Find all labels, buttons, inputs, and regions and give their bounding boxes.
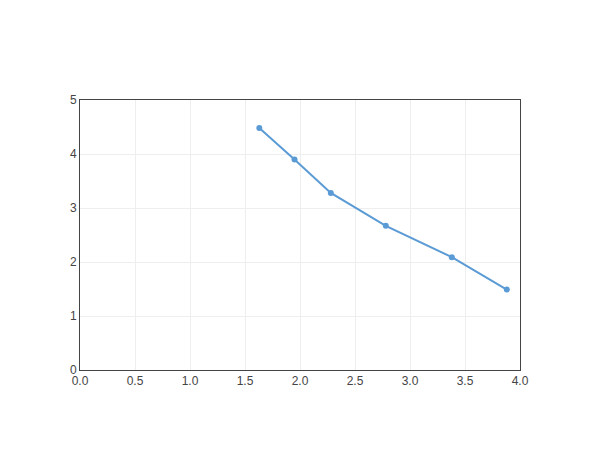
svg-text:2.0: 2.0	[292, 374, 309, 388]
svg-text:0.0: 0.0	[72, 374, 89, 388]
svg-text:4: 4	[70, 147, 77, 161]
svg-text:1.5: 1.5	[237, 374, 254, 388]
svg-text:1.0: 1.0	[182, 374, 199, 388]
svg-text:4.0: 4.0	[512, 374, 529, 388]
svg-text:5: 5	[70, 93, 77, 107]
svg-text:3.0: 3.0	[402, 374, 419, 388]
svg-text:2: 2	[70, 255, 77, 269]
svg-text:0: 0	[70, 363, 77, 377]
svg-text:2.5: 2.5	[347, 374, 364, 388]
svg-text:3: 3	[70, 201, 77, 215]
svg-text:3.5: 3.5	[457, 374, 474, 388]
svg-text:1: 1	[70, 309, 77, 323]
svg-text:0.5: 0.5	[127, 374, 144, 388]
